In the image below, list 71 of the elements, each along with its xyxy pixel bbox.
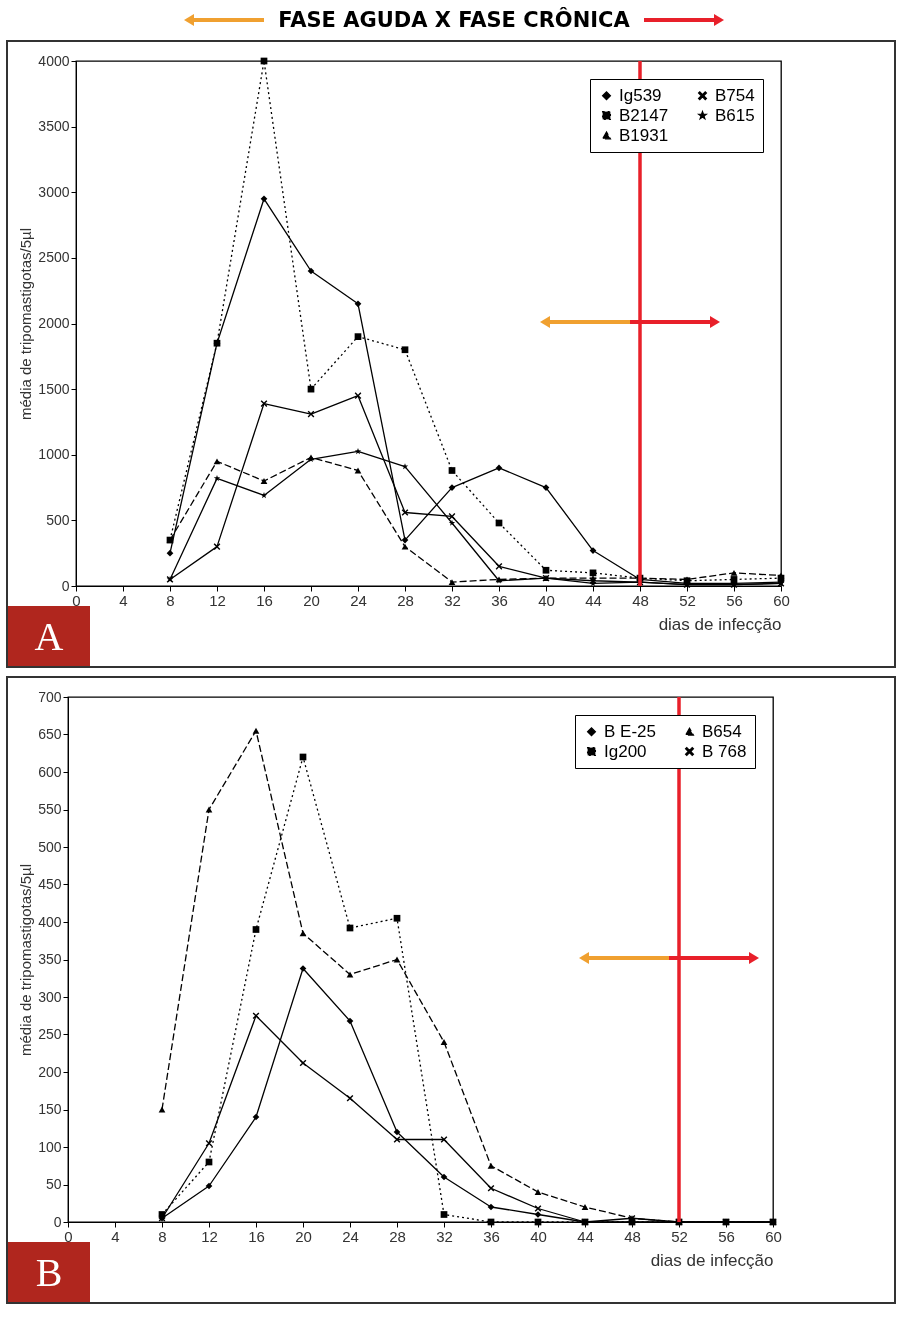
x-tick-label: 48 bbox=[632, 591, 649, 609]
y-tick-label: 350 bbox=[38, 951, 62, 967]
y-tick-label: 3500 bbox=[38, 118, 70, 135]
x-tick-label: 12 bbox=[201, 1227, 218, 1245]
x-axis-title: dias de infecção bbox=[658, 614, 782, 634]
legend-label: B1931 bbox=[619, 125, 669, 145]
x-tick-label: 4 bbox=[111, 1227, 120, 1245]
x-tick-label: 24 bbox=[350, 591, 367, 609]
y-tick-label: 150 bbox=[38, 1101, 62, 1117]
y-tick-label: 3000 bbox=[38, 183, 70, 200]
legend-label: B754 bbox=[715, 85, 755, 105]
legend-label: B654 bbox=[702, 721, 742, 741]
x-tick-label: 16 bbox=[256, 591, 273, 609]
y-tick-label: 2500 bbox=[38, 249, 70, 266]
x-tick-label: 60 bbox=[773, 591, 790, 609]
x-tick-label: 20 bbox=[295, 1227, 312, 1245]
x-tick-label: 48 bbox=[624, 1227, 641, 1245]
text: A bbox=[34, 613, 64, 659]
y-tick-label: 200 bbox=[38, 1063, 62, 1080]
y-tick-label: 1000 bbox=[38, 446, 70, 463]
y-tick-label: 250 bbox=[38, 1026, 62, 1042]
y-tick-label: 100 bbox=[38, 1138, 62, 1155]
y-tick-label: 400 bbox=[38, 913, 62, 930]
y-axis-title: média de tripomastigotas/5µl bbox=[17, 227, 35, 421]
legend-label: B E-25 bbox=[604, 721, 656, 741]
y-tick-label: 450 bbox=[38, 876, 62, 892]
y-tick-label: 0 bbox=[61, 577, 70, 594]
x-tick-label: 44 bbox=[577, 1227, 594, 1245]
x-tick-label: 0 bbox=[72, 591, 81, 609]
y-tick-label: 500 bbox=[46, 511, 70, 528]
x-tick-label: 8 bbox=[158, 1227, 167, 1245]
x-tick-label: 52 bbox=[671, 1227, 688, 1245]
y-tick-label: 0 bbox=[53, 1213, 62, 1230]
x-tick-label: 56 bbox=[718, 1227, 735, 1245]
legend-label: Ig200 bbox=[604, 741, 647, 761]
y-tick-label: 650 bbox=[38, 726, 62, 742]
x-tick-label: 56 bbox=[726, 591, 743, 609]
x-tick-label: 60 bbox=[765, 1227, 782, 1245]
y-tick-label: 500 bbox=[38, 838, 62, 855]
y-tick-label: 50 bbox=[45, 1176, 62, 1192]
y-tick-label: 700 bbox=[38, 688, 62, 705]
y-tick-label: 2000 bbox=[38, 315, 70, 331]
x-tick-label: 40 bbox=[530, 1227, 547, 1245]
x-tick-label: 32 bbox=[444, 591, 461, 609]
x-tick-label: 16 bbox=[248, 1227, 265, 1245]
legend-label: B2147 bbox=[619, 105, 669, 125]
chart-title: FASE AGUDA X FASE CRÔNICA bbox=[278, 8, 630, 32]
x-tick-label: 32 bbox=[436, 1227, 453, 1245]
x-tick-label: 36 bbox=[483, 1227, 500, 1245]
y-tick-label: 1500 bbox=[38, 380, 70, 397]
x-tick-label: 44 bbox=[585, 591, 602, 609]
x-tick-label: 4 bbox=[119, 591, 128, 609]
x-tick-label: 36 bbox=[491, 591, 508, 609]
x-tick-label: 24 bbox=[342, 1227, 359, 1245]
text: B bbox=[35, 1249, 63, 1295]
x-tick-label: 28 bbox=[389, 1227, 406, 1245]
y-axis-title: média de tripomastigotas/5µl bbox=[17, 863, 35, 1057]
legend-label: B 768 bbox=[702, 741, 747, 761]
y-tick-label: 550 bbox=[38, 801, 62, 817]
x-tick-label: 28 bbox=[397, 591, 414, 609]
legend-label: B615 bbox=[715, 105, 755, 125]
y-tick-label: 300 bbox=[38, 988, 62, 1005]
x-tick-label: 40 bbox=[538, 591, 555, 609]
x-tick-label: 8 bbox=[166, 591, 175, 609]
x-tick-label: 52 bbox=[679, 591, 696, 609]
y-tick-label: 600 bbox=[38, 763, 62, 780]
x-axis-title: dias de infecção bbox=[650, 1250, 774, 1270]
legend-label: Ig539 bbox=[619, 85, 662, 105]
x-tick-label: 20 bbox=[303, 591, 320, 609]
x-tick-label: 12 bbox=[209, 591, 226, 609]
y-tick-label: 4000 bbox=[38, 52, 70, 69]
